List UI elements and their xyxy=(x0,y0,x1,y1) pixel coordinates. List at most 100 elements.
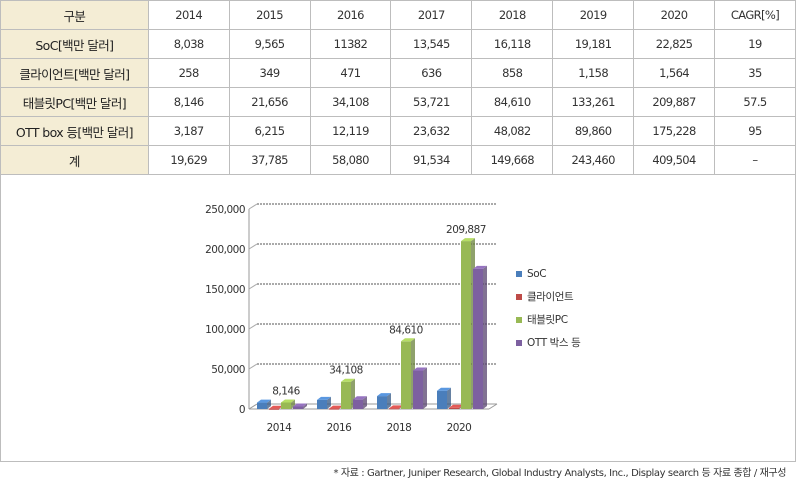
table-row: 태블릿PC[백만 달러] 8,146 21,656 34,108 53,721 84,61… xyxy=(0,87,796,117)
table-cell: 19,629 xyxy=(147,145,230,175)
table-cell: 8,146 xyxy=(147,87,230,117)
data-label: 34,108 xyxy=(329,365,363,377)
bar xyxy=(413,367,427,409)
table-cell: 2017 xyxy=(390,0,473,30)
table-row: OTT box 등[백만 달러] 3,187 6,215 12,119 23,632 48… xyxy=(0,116,796,146)
table-row: 계 19,629 37,785 58,080 91,534 149,668 243,460 4… xyxy=(0,145,796,175)
x-tick-label: 2016 xyxy=(327,422,353,434)
table-cell: 1,158 xyxy=(552,58,635,88)
bar xyxy=(281,399,295,409)
bar xyxy=(473,265,487,409)
table-cell: 2014 xyxy=(147,0,230,30)
y-tick-label: 150,000 xyxy=(205,284,245,296)
floor-edge xyxy=(248,403,258,410)
table-cell: 84,610 xyxy=(471,87,554,117)
gridline-diagonal xyxy=(248,243,258,250)
table-cell: 11382 xyxy=(309,29,392,59)
table-cell: 8,038 xyxy=(147,29,230,59)
row-label: SoC[백만 달러] xyxy=(0,29,149,59)
market-table: 구분 2014 2015 2016 2017 2018 2019 2020 CAGR[%] SoC… xyxy=(0,0,796,175)
table-cell: 23,632 xyxy=(390,116,473,146)
table-cell: 19 xyxy=(714,29,796,59)
table-cell: 175,228 xyxy=(633,116,716,146)
table-cell: 89,860 xyxy=(552,116,635,146)
y-tick-label: 100,000 xyxy=(205,324,245,336)
table-header-row: 구분 2014 2015 2016 2017 2018 2019 2020 CAGR[%] xyxy=(0,0,796,30)
table-cell: 9,565 xyxy=(228,29,311,59)
table-cell: 95 xyxy=(714,116,796,146)
legend-label: SoC xyxy=(527,268,546,280)
bar xyxy=(401,338,415,409)
gridline-diagonal xyxy=(248,283,258,290)
data-label: 209,887 xyxy=(446,224,486,236)
row-label: 구분 xyxy=(0,0,149,30)
legend-swatch xyxy=(516,271,522,277)
y-tick-label: 250,000 xyxy=(205,204,245,216)
table-cell: 149,668 xyxy=(471,145,554,175)
gridline-diagonal xyxy=(248,363,258,370)
source-footnote: * 자료 : Gartner, Juniper Research, Global… xyxy=(333,468,786,479)
table-cell: 2016 xyxy=(309,0,392,30)
chart-panel: 0 50,000 100,000 150,000 200,000 250,000 8,146… xyxy=(0,173,796,462)
bar xyxy=(317,396,331,409)
bar-chart: 0 50,000 100,000 150,000 200,000 250,000 8,146… xyxy=(205,203,582,434)
bar xyxy=(257,399,271,409)
table-cell: 6,215 xyxy=(228,116,311,146)
table-cell: 258 xyxy=(147,58,230,88)
legend-swatch xyxy=(516,317,522,323)
x-tick-label: 2020 xyxy=(447,422,472,434)
table-cell: 636 xyxy=(390,58,473,88)
table-cell: 21,656 xyxy=(228,87,311,117)
bar xyxy=(353,396,367,409)
row-label: 태블릿PC[백만 달러] xyxy=(0,87,149,117)
legend-swatch xyxy=(516,340,522,346)
table-cell: 19,181 xyxy=(552,29,635,59)
legend-label: 태블릿PC xyxy=(527,314,568,326)
y-tick-label: 200,000 xyxy=(205,244,245,256)
table-cell: 471 xyxy=(309,58,392,88)
legend-label: 클라이언트 xyxy=(527,291,574,303)
bar xyxy=(437,387,451,409)
table-cell: 34,108 xyxy=(309,87,392,117)
x-tick-label: 2014 xyxy=(267,422,293,434)
table-cell: 209,887 xyxy=(633,87,716,117)
table-cell: CAGR[%] xyxy=(714,0,796,30)
table-cell: 3,187 xyxy=(147,116,230,146)
table-cell: 2015 xyxy=(228,0,311,30)
table-cell: 58,080 xyxy=(309,145,392,175)
legend-swatch xyxy=(516,294,522,300)
row-label: 클라이언트[백만 달러] xyxy=(0,58,149,88)
table-cell: 12,119 xyxy=(309,116,392,146)
table-cell: 243,460 xyxy=(552,145,635,175)
y-tick-label: 0 xyxy=(239,404,245,416)
bar xyxy=(377,393,391,409)
table-cell: 48,082 xyxy=(471,116,554,146)
table-cell: 16,118 xyxy=(471,29,554,59)
table-row: SoC[백만 달러] 8,038 9,565 11382 13,545 16,118 19,… xyxy=(0,29,796,59)
x-tick-label: 2018 xyxy=(387,422,412,434)
table-cell: 2019 xyxy=(552,0,635,30)
table-cell: 13,545 xyxy=(390,29,473,59)
table-cell: 858 xyxy=(471,58,554,88)
table-cell: 57.5 xyxy=(714,87,796,117)
y-tick-label: 50,000 xyxy=(211,364,245,376)
row-label: OTT box 등[백만 달러] xyxy=(0,116,149,146)
bar xyxy=(341,378,355,409)
floor-edge xyxy=(488,403,498,410)
legend-label: OTT 박스 등 xyxy=(527,337,581,349)
table-cell: – xyxy=(714,145,796,175)
table-cell: 35 xyxy=(714,58,796,88)
table-cell: 37,785 xyxy=(228,145,311,175)
table-cell: 2018 xyxy=(471,0,554,30)
table-cell: 1,564 xyxy=(633,58,716,88)
table-cell: 2020 xyxy=(633,0,716,30)
table-cell: 133,261 xyxy=(552,87,635,117)
gridline-diagonal xyxy=(248,203,258,210)
bar xyxy=(449,404,463,409)
table-cell: 349 xyxy=(228,58,311,88)
row-label: 계 xyxy=(0,145,149,175)
bar xyxy=(293,403,307,409)
gridline-diagonal xyxy=(248,323,258,330)
table-row: 클라이언트[백만 달러] 258 349 471 636 858 1,158 1,564 35 xyxy=(0,58,796,88)
